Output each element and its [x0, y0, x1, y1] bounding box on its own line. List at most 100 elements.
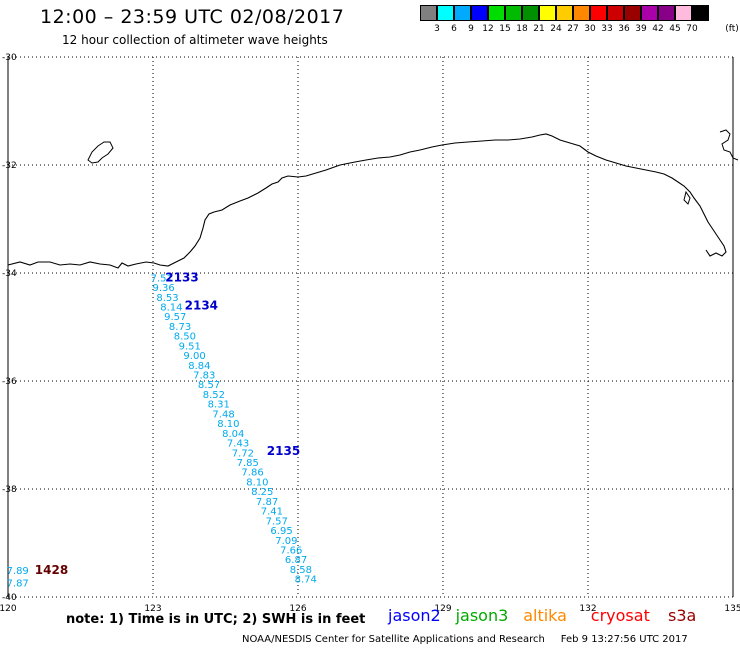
- legend-jason2: jason2: [388, 606, 441, 625]
- swh-value: 6.95: [270, 526, 292, 537]
- color-scale-label: 15: [499, 24, 511, 34]
- lat-label: -30: [2, 53, 17, 63]
- lat-label: -40: [2, 593, 17, 603]
- color-swatch: [573, 5, 590, 21]
- swh-value: 8.73: [169, 322, 191, 333]
- coastline-mainland: [7, 133, 727, 269]
- swh-value: 8.52: [203, 390, 225, 401]
- color-swatch: [488, 5, 505, 21]
- color-scale-label: 27: [567, 24, 579, 34]
- swh-value: 8.31: [208, 400, 230, 411]
- swh-value: 7.85: [237, 458, 259, 469]
- color-scale-label: 42: [652, 24, 664, 34]
- color-scale-label: 36: [618, 24, 630, 34]
- color-scale-unit: (ft): [725, 24, 739, 34]
- color-swatch: [420, 5, 437, 21]
- swh-value: 8.74: [295, 575, 317, 586]
- color-swatch: [539, 5, 556, 21]
- swh-value: 7.43: [227, 439, 249, 450]
- swh-value: 8.50: [174, 332, 196, 343]
- color-scale-label: 6: [451, 24, 457, 34]
- swh-value: 6.87: [285, 555, 307, 566]
- color-scale-label: 12: [482, 24, 494, 34]
- lon-label: 126: [289, 604, 306, 614]
- color-swatch: [675, 5, 692, 21]
- lat-label: -34: [2, 269, 17, 279]
- swh-value: 8.53: [156, 293, 178, 304]
- legend-s3a: s3a: [668, 606, 697, 625]
- color-swatch: [590, 5, 607, 21]
- swh-value: 7.86: [241, 468, 263, 479]
- swh-value: 7.66: [280, 545, 302, 556]
- swh-value: 7.51: [151, 273, 173, 284]
- swh-value: 8.25: [251, 487, 273, 498]
- lat-lon-grid: [7, 56, 734, 598]
- coastline: [7, 129, 739, 269]
- swh-value: 9.51: [179, 341, 201, 352]
- pass-number: 2134: [185, 298, 218, 312]
- swh-value: 9.00: [183, 351, 205, 362]
- pass-number: 1428: [35, 563, 68, 577]
- color-swatch: [471, 5, 488, 21]
- swh-value: 8.84: [188, 361, 210, 372]
- lat-label: -32: [2, 161, 17, 171]
- legend-jason3: jason3: [455, 606, 509, 625]
- color-scale-label: 3: [434, 24, 440, 34]
- color-scale-label: 70: [686, 24, 698, 34]
- swh-value: 7.72: [232, 448, 254, 459]
- swh-value: 8.14: [160, 302, 182, 313]
- color-scale-label: 45: [669, 24, 681, 34]
- lat-label: -36: [2, 377, 17, 387]
- swh-value: 7.48: [212, 409, 234, 420]
- swh-value: 7.89: [7, 566, 29, 577]
- color-swatch: [658, 5, 675, 21]
- swh-value: 8.04: [222, 429, 244, 440]
- lon-label: 135: [724, 604, 740, 614]
- swh-value: 7.09: [275, 536, 297, 547]
- color-swatch: [505, 5, 522, 21]
- color-scale: (ft) 3 6 9 12 15 18 21 24 27 30 33 36 39 42 45 70: [420, 5, 739, 34]
- chart-title: 12:00 – 23:59 UTC 02/08/2017: [40, 6, 345, 28]
- satellite-track: 7.519.368.538.149.578.738.509.519.008.84…: [7, 270, 317, 589]
- swh-value: 8.10: [217, 419, 239, 430]
- color-scale-label: 18: [516, 24, 528, 34]
- swh-value: 7.83: [193, 371, 215, 382]
- credit-text: NOAA/NESDIS Center for Satellite Applica…: [242, 634, 545, 645]
- swh-value: 9.36: [153, 283, 175, 294]
- color-scale-label: 30: [584, 24, 596, 34]
- chart-subtitle: 12 hour collection of altimeter wave hei…: [62, 33, 328, 47]
- coastline-peninsula-east: [719, 129, 739, 161]
- swh-value: 9.57: [164, 312, 186, 323]
- swh-value: 8.58: [290, 565, 312, 576]
- swh-value: 8.57: [198, 380, 220, 391]
- coastline-isle-small: [683, 190, 691, 205]
- color-swatch: [624, 5, 641, 21]
- legend-altika: altika: [523, 606, 567, 625]
- legend-cryosat: cryosat: [590, 606, 650, 625]
- color-scale-swatches: [420, 5, 709, 21]
- color-swatch: [556, 5, 573, 21]
- lon-label: 132: [579, 604, 596, 614]
- swh-value: 7.41: [261, 507, 283, 518]
- color-scale-label: 39: [635, 24, 647, 34]
- timestamp-text: Feb 9 13:27:56 UTC 2017: [560, 634, 688, 645]
- footer-credit: NOAA/NESDIS Center for Satellite Applica…: [242, 634, 688, 645]
- color-scale-label: 33: [601, 24, 613, 34]
- lon-label: 120: [0, 604, 17, 614]
- color-swatch: [437, 5, 454, 21]
- color-scale-label: 21: [533, 24, 545, 34]
- lon-label: 129: [434, 604, 451, 614]
- color-swatch: [641, 5, 658, 21]
- color-swatch: [607, 5, 624, 21]
- swh-value: 7.87: [256, 497, 278, 508]
- coastline-island-west: [87, 141, 114, 164]
- color-scale-label: 9: [468, 24, 474, 34]
- color-scale-label: 24: [550, 24, 562, 34]
- color-swatch: [692, 5, 709, 21]
- color-swatch: [522, 5, 539, 21]
- pass-number: 2135: [267, 444, 300, 458]
- lat-label: -38: [2, 485, 17, 495]
- color-swatch: [454, 5, 471, 21]
